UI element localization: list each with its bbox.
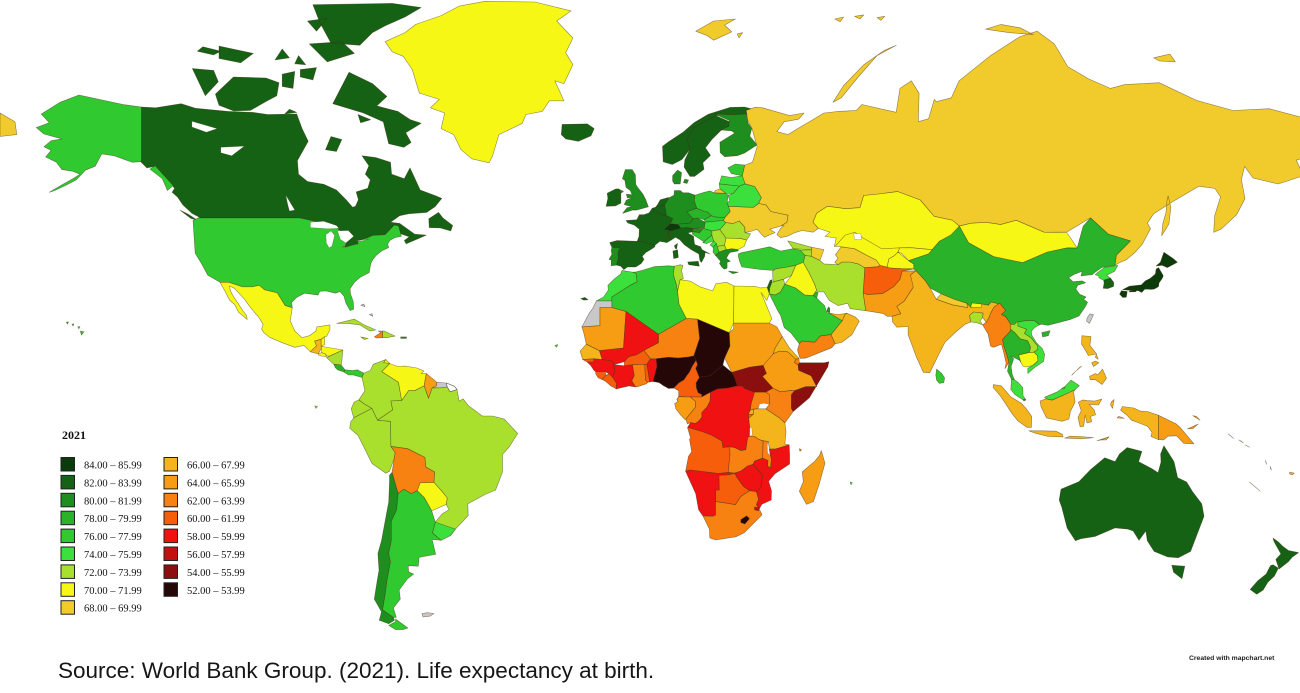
svg-text:80.00 – 81.99: 80.00 – 81.99 bbox=[84, 496, 142, 507]
svg-text:2021: 2021 bbox=[62, 428, 86, 442]
svg-text:70.00 – 71.99: 70.00 – 71.99 bbox=[84, 586, 142, 597]
svg-text:56.00 – 57.99: 56.00 – 57.99 bbox=[187, 550, 245, 561]
svg-text:66.00 – 67.99: 66.00 – 67.99 bbox=[187, 461, 245, 472]
svg-text:68.00 – 69.99: 68.00 – 69.99 bbox=[84, 604, 142, 615]
svg-text:54.00 – 55.99: 54.00 – 55.99 bbox=[187, 568, 245, 579]
svg-text:72.00 – 73.99: 72.00 – 73.99 bbox=[84, 568, 142, 579]
svg-text:82.00 – 83.99: 82.00 – 83.99 bbox=[84, 478, 142, 489]
svg-text:84.00 – 85.99: 84.00 – 85.99 bbox=[84, 461, 142, 472]
svg-text:64.00 – 65.99: 64.00 – 65.99 bbox=[187, 478, 245, 489]
svg-text:60.00 – 61.99: 60.00 – 61.99 bbox=[187, 514, 245, 525]
svg-text:74.00 – 75.99: 74.00 – 75.99 bbox=[84, 550, 142, 561]
svg-text:58.00 – 59.99: 58.00 – 59.99 bbox=[187, 532, 245, 543]
svg-text:52.00 – 53.99: 52.00 – 53.99 bbox=[187, 586, 245, 597]
svg-text:78.00 – 79.99: 78.00 – 79.99 bbox=[84, 514, 142, 525]
svg-text:62.00 – 63.99: 62.00 – 63.99 bbox=[187, 496, 245, 507]
svg-text:76.00 – 77.99: 76.00 – 77.99 bbox=[84, 532, 142, 543]
